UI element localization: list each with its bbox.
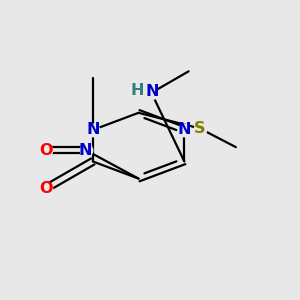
Text: S: S xyxy=(194,121,206,136)
Text: H: H xyxy=(131,83,144,98)
Text: O: O xyxy=(39,181,52,196)
Text: N: N xyxy=(79,142,92,158)
Text: N: N xyxy=(178,122,191,137)
Text: N: N xyxy=(86,122,100,137)
Text: N: N xyxy=(145,84,159,99)
Text: O: O xyxy=(39,142,52,158)
